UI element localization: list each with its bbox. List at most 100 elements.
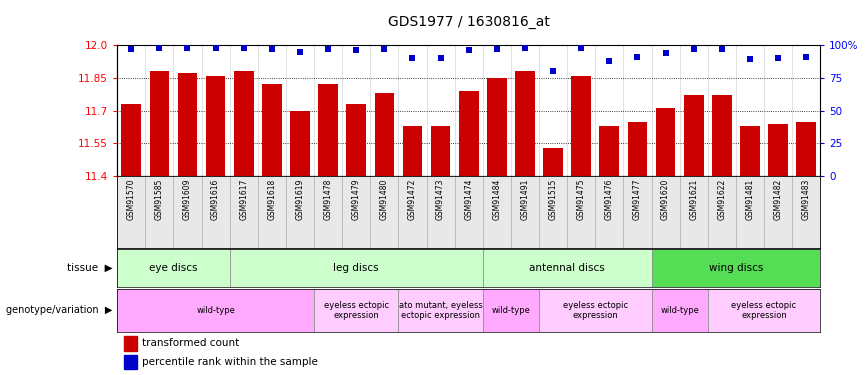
Point	[434, 55, 448, 61]
Bar	[398, 289, 483, 332]
Point	[630, 54, 644, 60]
Bar	[178, 74, 197, 176]
Point	[181, 45, 194, 51]
Bar	[652, 289, 707, 332]
Text: GSM91609: GSM91609	[183, 178, 192, 220]
Bar	[796, 122, 816, 176]
Bar	[124, 336, 137, 351]
Text: GSM91478: GSM91478	[324, 178, 332, 220]
Point	[124, 46, 138, 52]
Text: tissue  ▶: tissue ▶	[67, 263, 113, 273]
Point	[518, 45, 532, 51]
Text: GDS1977 / 1630816_at: GDS1977 / 1630816_at	[388, 15, 549, 29]
Point	[153, 45, 167, 51]
Point	[378, 46, 391, 52]
Text: GSM91515: GSM91515	[549, 178, 557, 220]
Bar	[149, 71, 169, 176]
Text: transformed count: transformed count	[142, 339, 240, 348]
Bar	[117, 249, 230, 287]
Text: eyeless ectopic
expression: eyeless ectopic expression	[562, 301, 628, 320]
Text: eye discs: eye discs	[149, 263, 198, 273]
Bar	[707, 289, 820, 332]
Bar	[655, 108, 675, 176]
Text: GSM91482: GSM91482	[773, 178, 783, 220]
Point	[208, 45, 222, 51]
Text: GSM91484: GSM91484	[492, 178, 502, 220]
Bar	[117, 289, 314, 332]
Bar	[262, 84, 282, 176]
Bar	[684, 95, 704, 176]
Bar	[740, 126, 760, 176]
Text: GSM91476: GSM91476	[605, 178, 614, 220]
Text: wild-type: wild-type	[491, 306, 530, 315]
Text: GSM91477: GSM91477	[633, 178, 642, 220]
Point	[546, 68, 560, 74]
Bar	[768, 124, 788, 176]
Text: GSM91472: GSM91472	[408, 178, 417, 220]
Point	[659, 50, 673, 56]
Bar	[459, 91, 478, 176]
Bar	[124, 355, 137, 369]
Text: GSM91616: GSM91616	[211, 178, 220, 220]
Bar	[712, 95, 732, 176]
Text: GSM91621: GSM91621	[689, 178, 698, 220]
Text: GSM91474: GSM91474	[464, 178, 473, 220]
Text: percentile rank within the sample: percentile rank within the sample	[142, 357, 319, 367]
Text: GSM91483: GSM91483	[802, 178, 811, 220]
Point	[575, 45, 589, 51]
Text: GSM91480: GSM91480	[380, 178, 389, 220]
Point	[462, 47, 476, 53]
Bar	[230, 249, 483, 287]
Bar	[571, 76, 591, 176]
Bar	[233, 71, 253, 176]
Text: GSM91473: GSM91473	[436, 178, 445, 220]
Bar	[483, 289, 539, 332]
Text: GSM91481: GSM91481	[746, 178, 754, 220]
Text: GSM91570: GSM91570	[127, 178, 135, 220]
Point	[771, 55, 785, 61]
Text: GSM91617: GSM91617	[240, 178, 248, 220]
Bar	[652, 249, 820, 287]
Bar	[431, 126, 450, 176]
Point	[405, 55, 419, 61]
Text: GSM91491: GSM91491	[521, 178, 529, 220]
Text: leg discs: leg discs	[333, 263, 379, 273]
Point	[743, 56, 757, 62]
Text: GSM91618: GSM91618	[267, 178, 276, 220]
Text: wing discs: wing discs	[708, 263, 763, 273]
Bar	[346, 104, 366, 176]
Bar	[374, 93, 394, 176]
Text: antennal discs: antennal discs	[529, 263, 605, 273]
Point	[799, 54, 813, 60]
Text: GSM91479: GSM91479	[352, 178, 361, 220]
Bar	[543, 148, 563, 176]
Bar	[403, 126, 423, 176]
Text: GSM91619: GSM91619	[295, 178, 305, 220]
Point	[237, 45, 251, 51]
Text: GSM91622: GSM91622	[717, 178, 727, 220]
Bar	[600, 126, 619, 176]
Text: GSM91620: GSM91620	[661, 178, 670, 220]
Point	[715, 46, 729, 52]
Point	[293, 49, 307, 55]
Bar	[628, 122, 648, 176]
Bar	[487, 78, 507, 176]
Text: eyeless ectopic
expression: eyeless ectopic expression	[324, 301, 389, 320]
Bar	[122, 104, 141, 176]
Text: GSM91585: GSM91585	[155, 178, 164, 220]
Bar	[319, 84, 338, 176]
Text: genotype/variation  ▶: genotype/variation ▶	[6, 305, 113, 315]
Bar	[314, 289, 398, 332]
Point	[687, 46, 700, 52]
Text: eyeless ectopic
expression: eyeless ectopic expression	[732, 301, 797, 320]
Bar	[206, 76, 226, 176]
Point	[321, 46, 335, 52]
Point	[602, 58, 616, 64]
Bar	[483, 249, 652, 287]
Point	[265, 46, 279, 52]
Text: wild-type: wild-type	[661, 306, 699, 315]
Text: ato mutant, eyeless
ectopic expression: ato mutant, eyeless ectopic expression	[398, 301, 483, 320]
Text: GSM91475: GSM91475	[576, 178, 586, 220]
Bar	[515, 71, 535, 176]
Text: wild-type: wild-type	[196, 306, 235, 315]
